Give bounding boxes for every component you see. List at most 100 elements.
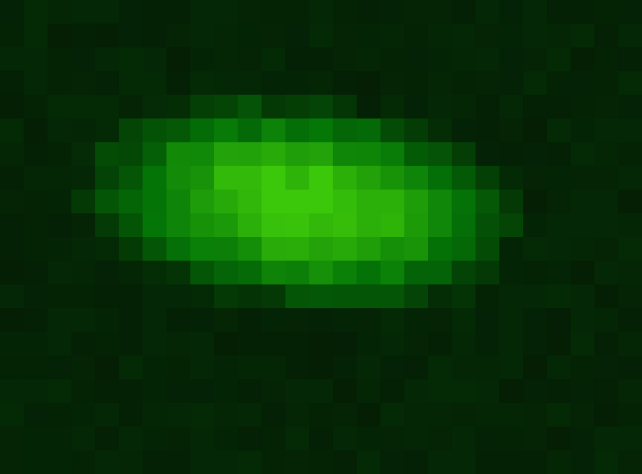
pixel-cell — [356, 71, 382, 96]
pixel-cell — [166, 142, 191, 167]
pixel-cell — [261, 260, 286, 285]
pixel-cell — [404, 0, 429, 25]
pixel-cell — [237, 426, 263, 451]
pixel-cell — [380, 331, 405, 357]
pixel-cell — [23, 402, 49, 428]
pixel-cell — [214, 237, 239, 262]
pixel-cell — [23, 71, 49, 96]
pixel-cell — [332, 331, 358, 357]
pixel-cell — [47, 94, 72, 120]
pixel-cell — [118, 47, 144, 72]
pixel-cell — [523, 47, 548, 72]
pixel-cell — [428, 237, 453, 262]
pixel-cell — [23, 118, 49, 143]
pixel-cell — [380, 426, 405, 451]
pixel-cell — [332, 260, 358, 285]
pixel-cell — [475, 355, 500, 380]
pixel-cell — [380, 94, 405, 120]
pixel-cell — [0, 284, 25, 309]
pixel-cell — [594, 23, 619, 48]
pixel-cell — [118, 165, 144, 191]
pixel-cell — [356, 94, 382, 120]
pixel-cell — [71, 165, 96, 191]
pixel-cell — [428, 142, 453, 167]
pixel-cell — [451, 71, 477, 96]
pixel-cell — [475, 71, 500, 96]
pixel-cell — [190, 284, 215, 309]
pixel-cell — [95, 0, 120, 25]
pixel-cell — [451, 402, 477, 428]
pixel-cell — [404, 450, 429, 474]
pixel-cell — [190, 308, 215, 333]
pixel-cell — [475, 308, 500, 333]
pixel-cell — [214, 331, 239, 357]
pixel-cell — [309, 23, 334, 48]
pixel-cell — [523, 71, 548, 96]
pixel-cell — [356, 284, 382, 309]
pixel-cell — [190, 355, 215, 380]
pixel-cell — [142, 23, 168, 48]
pixel-cell — [594, 379, 619, 404]
pixel-cell — [71, 426, 96, 451]
pixel-cell — [428, 165, 453, 191]
pixel-cell — [451, 331, 477, 357]
pixel-cell — [142, 71, 168, 96]
pixel-cell — [380, 355, 405, 380]
pixel-cell — [309, 450, 334, 474]
pixel-cell — [546, 165, 572, 191]
pixel-cell — [166, 189, 191, 214]
pixel-cell — [570, 213, 596, 238]
pixel-cell — [166, 379, 191, 404]
pixel-cell — [618, 331, 642, 357]
pixel-cell — [618, 94, 642, 120]
pixel-cell — [95, 118, 120, 143]
pixel-cell — [499, 142, 524, 167]
pixel-cell — [0, 118, 25, 143]
pixel-cell — [0, 237, 25, 262]
pixel-cell — [380, 23, 405, 48]
pixel-cell — [356, 189, 382, 214]
pixel-cell — [499, 284, 524, 309]
pixel-cell — [309, 426, 334, 451]
pixel-cell — [95, 260, 120, 285]
pixel-cell — [404, 189, 429, 214]
pixel-cell — [332, 142, 358, 167]
pixel-cell — [47, 260, 72, 285]
pixel-cell — [451, 189, 477, 214]
pixel-cell — [142, 450, 168, 474]
pixel-cell — [0, 142, 25, 167]
pixel-cell — [570, 71, 596, 96]
pixel-cell — [261, 47, 286, 72]
pixel-cell — [23, 450, 49, 474]
pixel-cell — [546, 47, 572, 72]
pixel-cell — [118, 426, 144, 451]
pixel-cell — [285, 118, 310, 143]
pixel-cell — [71, 284, 96, 309]
pixel-cell — [214, 23, 239, 48]
pixel-cell — [71, 189, 96, 214]
pixel-cell — [523, 94, 548, 120]
pixel-cell — [261, 142, 286, 167]
pixel-cell — [47, 47, 72, 72]
pixel-cell — [428, 331, 453, 357]
pixel-cell — [23, 331, 49, 357]
pixel-cell — [95, 426, 120, 451]
pixel-cell — [356, 402, 382, 428]
pixel-cell — [285, 23, 310, 48]
pixel-cell — [190, 426, 215, 451]
pixel-cell — [23, 0, 49, 25]
pixel-cell — [523, 142, 548, 167]
pixel-cell — [428, 94, 453, 120]
pixel-cell — [546, 213, 572, 238]
pixel-cell — [404, 260, 429, 285]
pixel-cell — [23, 260, 49, 285]
pixel-cell — [0, 331, 25, 357]
pixel-cell — [0, 355, 25, 380]
pixel-cell — [451, 450, 477, 474]
pixel-cell — [237, 355, 263, 380]
pixel-cell — [190, 47, 215, 72]
pixel-cell — [118, 94, 144, 120]
pixel-cell — [356, 450, 382, 474]
pixel-cell — [71, 308, 96, 333]
pixel-cell — [475, 118, 500, 143]
